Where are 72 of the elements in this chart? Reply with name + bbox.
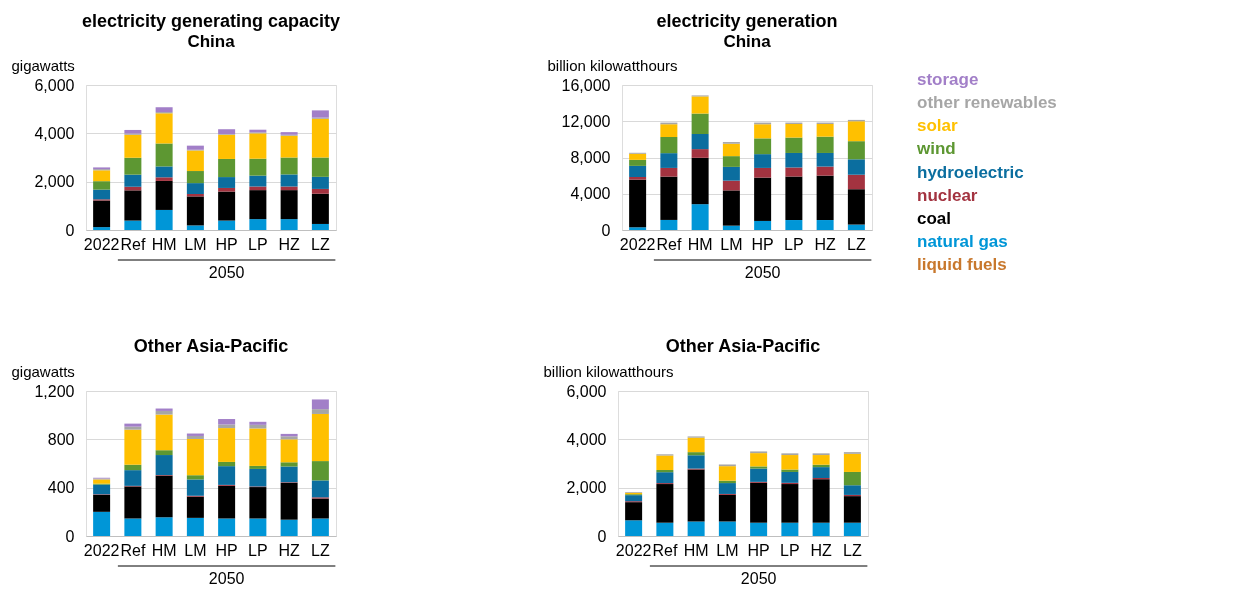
y-tick-label: 0 [597,527,607,545]
text: wind [916,139,956,159]
text: solar [917,116,959,136]
x-tick-label: HZ [814,235,837,253]
x-tick-label: LM [720,235,743,253]
x-tick-label: 2022 [615,541,652,559]
x-tick-label: HP [747,541,770,559]
text: 2050 [208,264,245,281]
y-tick-label: 400 [47,479,75,497]
y-tick-label: 2,000 [34,173,75,191]
x-tick-label: HM [151,235,177,253]
x-tick-label: LP [248,541,268,559]
legend-label: storage [917,70,979,89]
x-tick-label: HM [683,541,709,559]
y-tick-label: 6,000 [566,382,607,400]
y-axis-title: gigawatts [11,56,75,74]
x-tick-label: HP [215,235,238,253]
chart-title: electricity generation [656,11,838,31]
x-tick-label: LP [780,541,800,559]
y-tick-label: 6,000 [34,76,75,94]
y-tick-label: 1,200 [34,382,75,400]
x-tick-label: LP [248,235,268,253]
text: coal [917,208,952,228]
chart-title: Other Asia-Pacific [665,336,821,356]
y-tick-label: 0 [65,527,75,545]
chart-title: Other Asia-Pacific [133,336,289,356]
x-tick-label: LZ [843,541,862,559]
y-tick-label: 8,000 [570,149,611,166]
x-tick-label: LP [784,235,804,253]
text: 2050 [744,264,781,281]
chart-title: electricity generating capacity [81,11,341,31]
y-axis-title: billion kilowatthours [543,362,674,380]
x-tick-label: LM [716,541,739,559]
x-tick-label: 2022 [83,541,120,559]
x-tick-label: HZ [810,541,833,559]
x-tick-label: LZ [311,541,330,559]
x-tick-label: HZ [278,541,301,559]
x-tick-label: HZ [278,235,301,253]
y-tick-label: 0 [65,221,75,239]
y-tick-label: 16,000 [561,76,611,94]
x-tick-label: 2022 [619,235,656,253]
text: other renewables [917,93,1057,113]
y-tick-label: 12,000 [561,112,611,130]
y-tick-label: 2,000 [566,479,607,497]
y-tick-label: 4,000 [566,430,607,448]
legend-label: liquid fuels [917,255,1007,274]
x-tick-label: Ref [656,235,682,253]
x-tick-label: Ref [120,541,146,559]
y-tick-label: 800 [47,430,75,448]
y-axis-title: billion kilowatthours [547,56,678,74]
text: 2050 [208,570,245,587]
x-tick-label: Ref [120,235,146,253]
x-tick-label: HM [687,235,713,253]
chart-subtitle: China [187,32,236,51]
text: hydroelectric [917,162,1024,182]
y-tick-label: 4,000 [570,185,611,203]
x-tick-label: HP [215,541,238,559]
x-tick-label: LZ [847,235,866,253]
x-tick-label: 2022 [83,235,120,253]
y-axis-title: gigawatts [11,362,75,380]
x-tick-label: LM [184,235,207,253]
x-tick-label: LM [184,541,207,559]
text: 2050 [740,570,777,587]
y-tick-label: 0 [601,221,611,239]
x-tick-label: Ref [652,541,678,559]
text: natural gas [917,231,1008,251]
y-tick-label: 4,000 [34,124,75,142]
x-tick-label: LZ [311,235,330,253]
x-tick-label: HP [751,235,774,253]
x-tick-label: HM [151,541,177,559]
text: nuclear [917,185,978,205]
chart-subtitle: China [723,32,772,51]
